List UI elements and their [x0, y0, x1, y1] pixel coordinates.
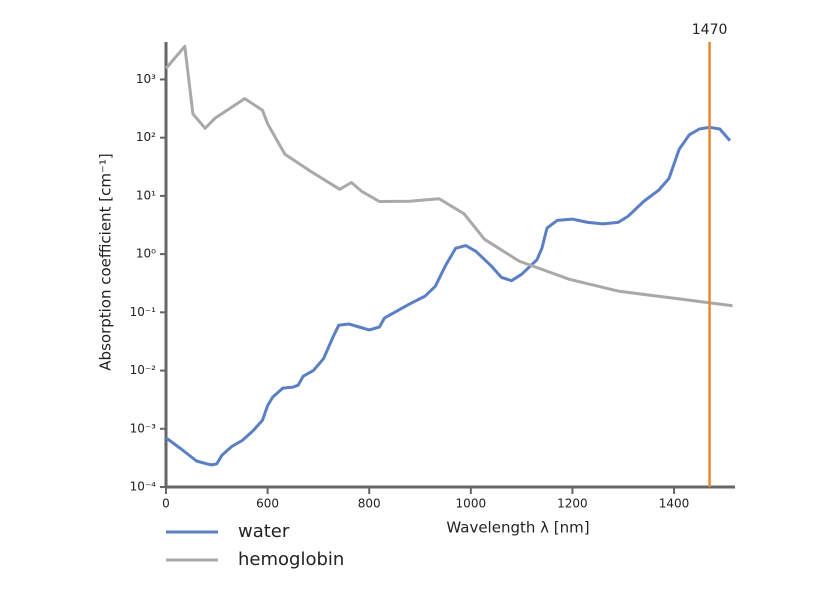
series-line — [165, 125, 732, 467]
x-tick-label: 0 — [162, 497, 170, 511]
x-tick-label: 800 — [358, 497, 381, 511]
x-tick-label: 1400 — [659, 497, 690, 511]
y-tick-label: 10³ — [136, 72, 156, 86]
x-tick-label: 1000 — [456, 497, 487, 511]
marker-label: 1470 — [692, 22, 728, 38]
y-tick-label: 10² — [136, 130, 156, 144]
x-tick-label: 1200 — [557, 497, 588, 511]
y-tick-label: 10⁻¹ — [130, 305, 157, 319]
y-tick-label: 10⁻⁴ — [130, 480, 157, 494]
legend-label: water — [238, 521, 290, 542]
y-tick-label: 10⁻³ — [130, 421, 157, 435]
x-tick-label: 600 — [256, 497, 279, 511]
y-tick-label: 10⁻² — [130, 363, 157, 377]
y-axis-label: Absorption coefficient [cm⁻¹] — [97, 153, 115, 370]
y-tick-label: 10⁰ — [136, 247, 156, 261]
series-line — [164, 44, 733, 308]
y-tick-label: 10¹ — [136, 188, 156, 202]
legend-label: hemoglobin — [238, 549, 344, 570]
x-axis-label: Wavelength λ [nm] — [446, 519, 589, 537]
